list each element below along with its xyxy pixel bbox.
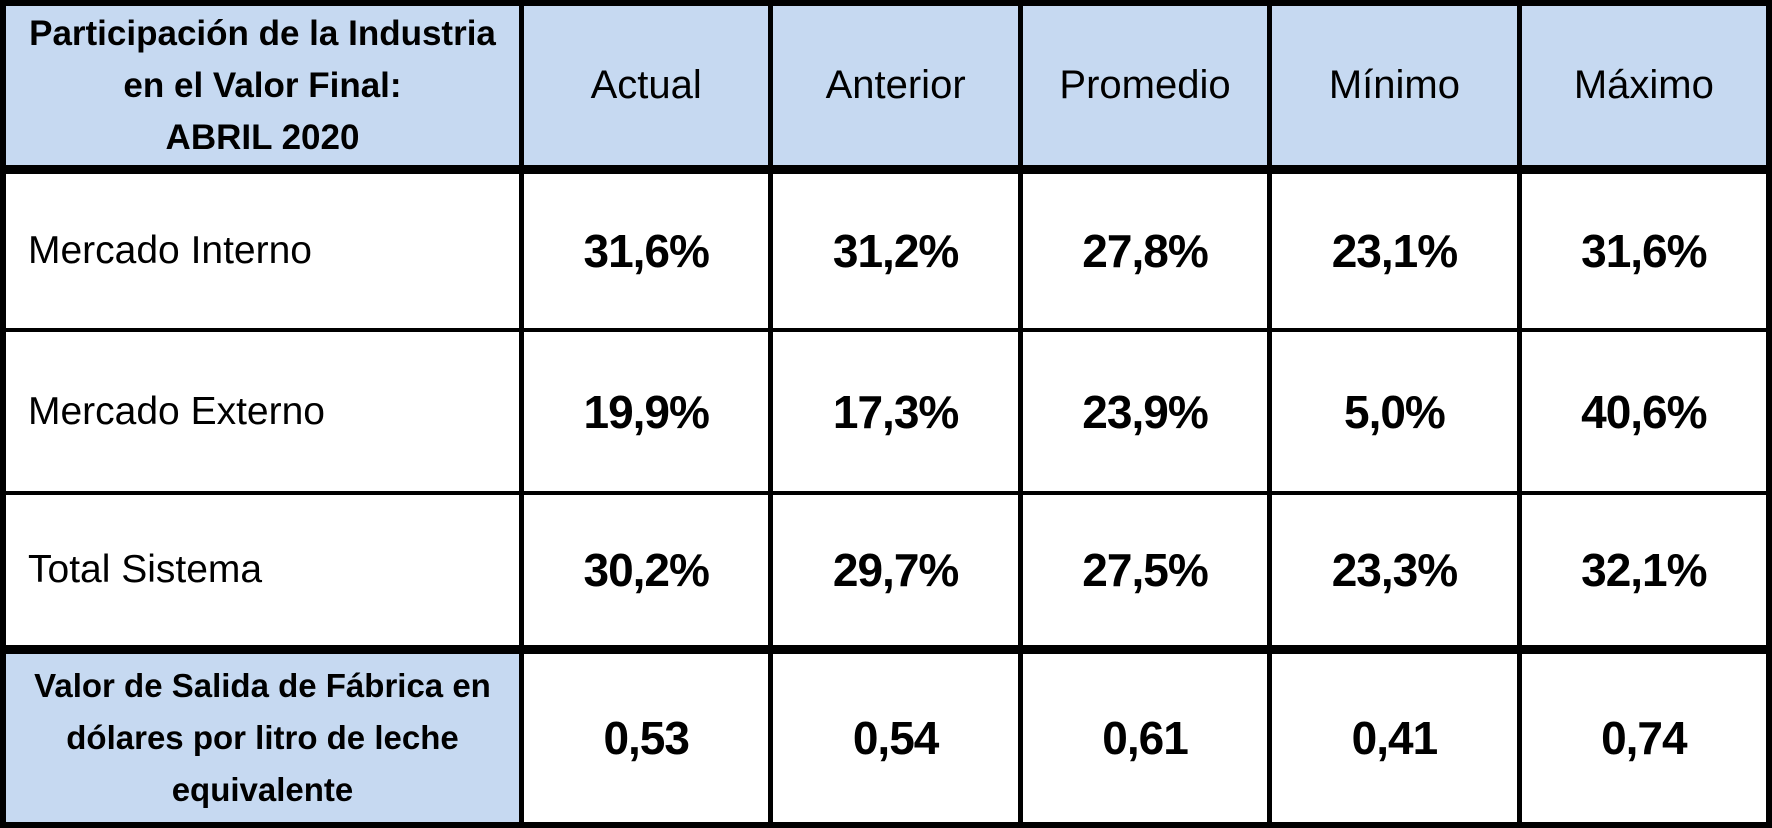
value-cell: 31,6% [524, 174, 774, 328]
value-cell: 27,5% [1023, 495, 1273, 645]
value-cell: 0,41 [1272, 654, 1522, 822]
table-header-row: Participación de la Industria en el Valo… [6, 6, 1767, 174]
column-header-maximo: Máximo [1521, 6, 1767, 165]
value-cell: 5,0% [1272, 332, 1522, 491]
row-label: Mercado Interno [6, 174, 524, 328]
value-cell: 31,6% [1581, 225, 1707, 277]
value-cell: 27,8% [1023, 174, 1273, 328]
table-row-mercado-interno: Mercado Interno 31,6% 31,2% 27,8% 23,1% … [6, 174, 1766, 332]
table-row-mercado-externo: Mercado Externo 19,9% 17,3% 23,9% 5,0% 4… [6, 332, 1766, 495]
value-cell: 40,6% [1581, 385, 1707, 438]
value-cell: 0,74 [1601, 712, 1688, 764]
footer-label-line-2: dólares por litro de leche [66, 719, 459, 756]
table-row-valor-salida-fabrica: Valor de Salida de Fábrica en dólares po… [6, 654, 1766, 822]
table-title-line-1: Participación de la Industria [29, 13, 496, 53]
row-label: Mercado Externo [6, 332, 524, 491]
table-title-line-2: en el Valor Final: [123, 65, 402, 105]
value-cell: 0,61 [1023, 654, 1273, 822]
value-cell: 32,1% [1581, 544, 1707, 596]
value-cell: 23,3% [1272, 495, 1522, 645]
column-header-anterior: Anterior [773, 6, 1023, 165]
table-title-line-3: ABRIL 2020 [165, 117, 360, 157]
footer-row-label: Valor de Salida de Fábrica en dólares po… [6, 654, 524, 822]
footer-label-line-1: Valor de Salida de Fábrica en [34, 667, 491, 704]
value-cell: 17,3% [773, 332, 1023, 491]
row-label: Total Sistema [6, 495, 524, 645]
column-header-actual: Actual [524, 6, 774, 165]
value-cell: 29,7% [773, 495, 1023, 645]
value-cell: 0,53 [524, 654, 774, 822]
value-cell: 0,54 [773, 654, 1023, 822]
footer-label-line-3: equivalente [171, 771, 354, 808]
value-cell: 23,9% [1023, 332, 1273, 491]
value-cell: 19,9% [524, 332, 774, 491]
value-cell: 31,2% [773, 174, 1023, 328]
corner-header-cell: Participación de la Industria en el Valo… [6, 6, 524, 165]
column-header-minimo: Mínimo [1272, 6, 1522, 165]
value-cell: 30,2% [524, 495, 774, 645]
value-cell: 23,1% [1272, 174, 1522, 328]
table-row-total-sistema: Total Sistema 30,2% 29,7% 27,5% 23,3% 32… [6, 495, 1766, 654]
column-header-promedio: Promedio [1022, 6, 1273, 165]
